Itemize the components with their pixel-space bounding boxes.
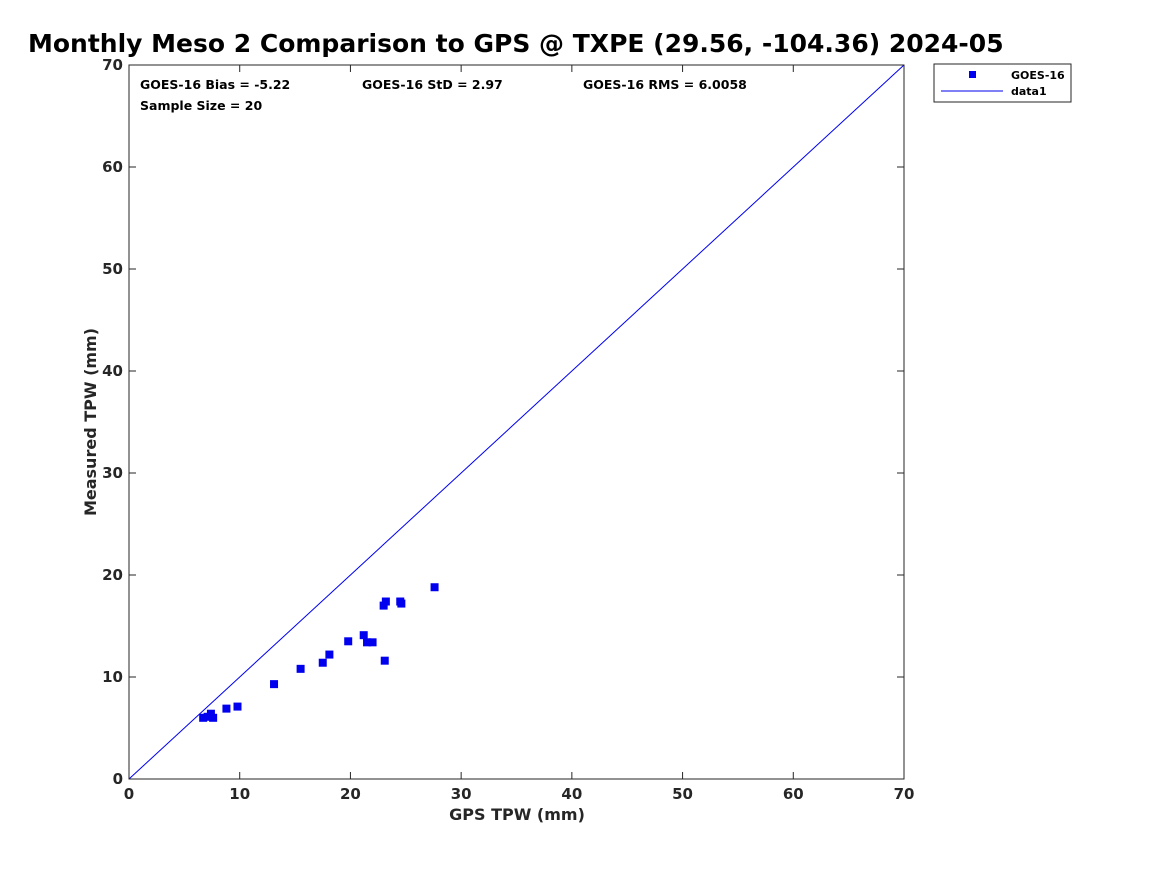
data-point	[318, 658, 327, 667]
chart-title: Monthly Meso 2 Comparison to GPS @ TXPE …	[28, 29, 1004, 58]
x-tick-label: 40	[561, 785, 582, 803]
stat-sample-size: Sample Size = 20	[140, 98, 262, 113]
axes-box	[128, 64, 905, 780]
legend-marker-goes16	[969, 71, 976, 78]
data-point	[209, 713, 218, 722]
data-point	[233, 702, 242, 711]
legend-box	[933, 63, 1072, 103]
y-tick-label: 30	[102, 464, 123, 482]
x-axis-label: GPS TPW (mm)	[449, 805, 585, 824]
y-axis-label: Measured TPW (mm)	[81, 328, 100, 516]
data-point	[381, 597, 390, 606]
x-tick-label: 10	[229, 785, 250, 803]
stat-bias: GOES-16 Bias = -5.22	[140, 77, 290, 92]
y-tick-label: 10	[102, 668, 123, 686]
ticks-layer: 0 10 20 30 40 50 60 70 0 10 20 30 40 50 60 70	[102, 56, 914, 803]
series-line-data1	[128, 64, 905, 780]
x-tick-label: 60	[783, 785, 804, 803]
series-layer	[128, 64, 905, 780]
data-point	[199, 713, 208, 722]
y-tick-label: 20	[102, 566, 123, 584]
data-point	[380, 656, 389, 665]
x-tick-label: 20	[340, 785, 361, 803]
data-point	[368, 638, 377, 647]
plot-area: 0 10 20 30 40 50 60 70 0 10 20 30 40 50 60 70	[102, 56, 914, 803]
data-point	[296, 664, 305, 673]
x-tick-label: 30	[451, 785, 472, 803]
data-point	[379, 601, 388, 610]
data-point	[363, 638, 372, 647]
data-point	[359, 631, 368, 640]
legend: GOES-16 data1	[933, 63, 1072, 103]
y-tick-label: 70	[102, 56, 123, 74]
y-tick-label: 60	[102, 158, 123, 176]
stat-std: GOES-16 StD = 2.97	[362, 77, 503, 92]
legend-label-goes16: GOES-16	[1011, 69, 1065, 82]
data-point	[397, 599, 406, 608]
data-point	[270, 680, 279, 689]
x-tick-label: 0	[124, 785, 134, 803]
x-tick-label: 50	[672, 785, 693, 803]
data-point	[325, 650, 334, 659]
data-point	[222, 704, 231, 713]
y-tick-label: 0	[113, 770, 123, 788]
y-tick-label: 50	[102, 260, 123, 278]
legend-label-data1: data1	[1011, 85, 1047, 98]
data-point	[206, 709, 215, 718]
stat-rms: GOES-16 RMS = 6.0058	[583, 77, 747, 92]
x-tick-label: 70	[894, 785, 915, 803]
data-point	[344, 637, 353, 646]
y-tick-label: 40	[102, 362, 123, 380]
data-point	[430, 583, 439, 592]
